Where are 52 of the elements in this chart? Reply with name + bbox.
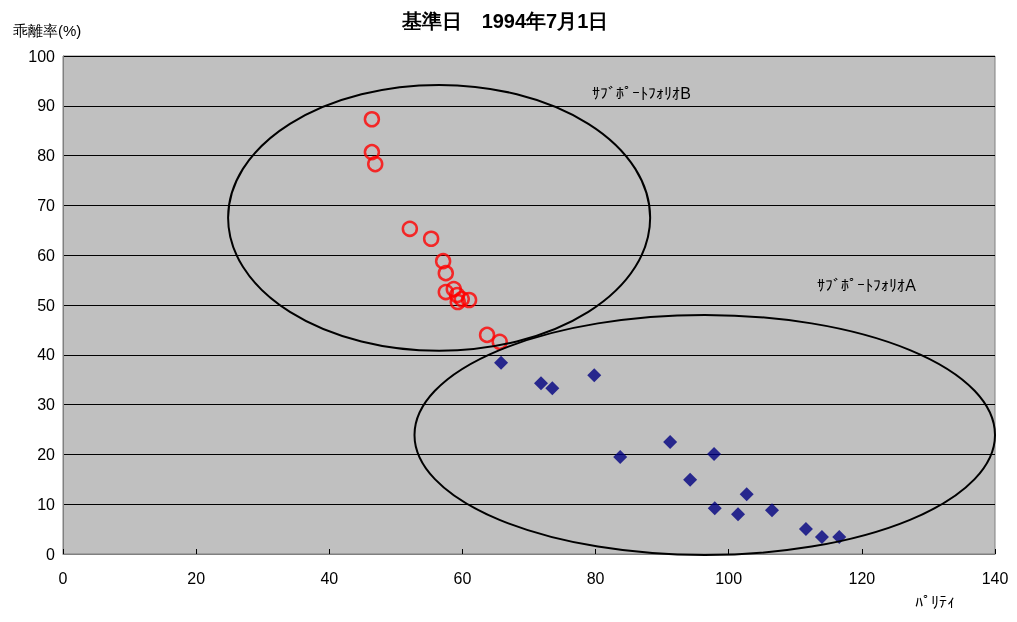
x-tick-label: 140 [981, 569, 1009, 587]
y-tick-label: 70 [37, 196, 56, 214]
y-tick-label: 100 [28, 47, 56, 65]
point [434, 252, 452, 270]
x-tick-label: 120 [848, 569, 876, 587]
point [445, 280, 463, 298]
point [533, 376, 548, 391]
point [707, 446, 722, 461]
point [453, 290, 471, 308]
point [731, 507, 746, 522]
point [613, 449, 628, 464]
x-tick-label: 0 [58, 569, 68, 587]
point [363, 143, 381, 161]
point [437, 283, 455, 301]
x-tick-label: 100 [715, 569, 743, 587]
y-tick-label: 10 [37, 495, 56, 513]
x-tick-label: 80 [586, 569, 605, 587]
point [422, 230, 440, 248]
point [366, 155, 384, 173]
point [545, 381, 560, 396]
y-tick-label: 30 [37, 396, 56, 414]
point [663, 434, 678, 449]
point [478, 326, 496, 344]
y-tick-label: 40 [37, 346, 56, 364]
y-tick-label: 60 [37, 246, 56, 264]
y-tick-label: 0 [46, 545, 56, 563]
chart-title: 基準日 1994年7月1日 [400, 10, 609, 32]
point [448, 286, 466, 304]
point [683, 472, 698, 487]
point [437, 264, 455, 282]
y-axis-title: 乖離率(%) [13, 22, 82, 39]
point [460, 291, 478, 309]
x-tick-label: 20 [187, 569, 206, 587]
y-tick-label: 20 [37, 445, 56, 463]
annotation: ｻﾌﾞﾎﾟｰﾄﾌｫﾘｵA [817, 277, 917, 295]
x-axis-title: ﾊﾟﾘﾃｨ [915, 593, 955, 611]
y-tick-label: 50 [37, 296, 56, 314]
x-tick-label: 60 [453, 569, 472, 587]
y-tick-label: 80 [37, 147, 56, 165]
point [449, 293, 467, 311]
point [798, 522, 813, 537]
x-tick-label: 40 [320, 569, 339, 587]
point [739, 487, 754, 502]
point [363, 111, 381, 128]
y-tick-label: 90 [37, 97, 56, 115]
point [401, 220, 419, 238]
point [494, 355, 509, 370]
point [587, 368, 602, 383]
point [814, 530, 829, 545]
point [764, 503, 779, 518]
point [707, 501, 722, 516]
annotation: ｻﾌﾞﾎﾟｰﾄﾌｫﾘｵB [592, 85, 691, 103]
